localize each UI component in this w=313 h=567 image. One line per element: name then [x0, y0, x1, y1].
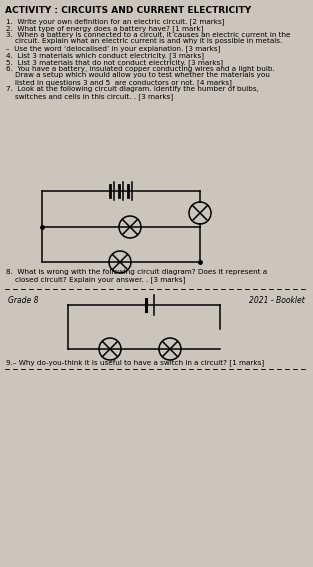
Text: 2.  What type of energy does a battery have? [1 mark]: 2. What type of energy does a battery ha…: [6, 25, 203, 32]
Text: 2021 - Booklet: 2021 - Booklet: [249, 296, 305, 305]
Text: Draw a setup which would allow you to test whether the materials you: Draw a setup which would allow you to te…: [6, 73, 270, 78]
Text: 4.  List 3 materials which conduct electricity. [3 marks]: 4. List 3 materials which conduct electr…: [6, 52, 204, 59]
Text: 5.  List 3 materials that do not conduct electricity. [3 marks]: 5. List 3 materials that do not conduct …: [6, 59, 223, 66]
Text: switches and cells in this circuit. . [3 marks]: switches and cells in this circuit. . [3…: [6, 93, 173, 100]
Text: Grade 8: Grade 8: [8, 296, 38, 305]
Text: closed circuit? Explain your answer. . [3 marks]: closed circuit? Explain your answer. . […: [6, 276, 185, 282]
Text: 3.  When a battery is connected to a circuit, it causes an electric current in t: 3. When a battery is connected to a circ…: [6, 32, 290, 37]
Text: listed in questions 3 and 5  are conductors or not. [4 marks]: listed in questions 3 and 5 are conducto…: [6, 79, 232, 86]
Text: 8.  What is wrong with the following circuit diagram? Does it represent a: 8. What is wrong with the following circ…: [6, 269, 267, 275]
Text: ACTIVITY : CIRCUITS AND CURRENT ELECTRICITY: ACTIVITY : CIRCUITS AND CURRENT ELECTRIC…: [5, 6, 251, 15]
Text: –  Use the word ‘delocalised’ in your explanation. [3 marks]: – Use the word ‘delocalised’ in your exp…: [6, 45, 220, 52]
Text: 7.  Look at the following circuit diagram. Identify the number of bulbs,: 7. Look at the following circuit diagram…: [6, 86, 259, 92]
Text: circuit. Explain what an electric current is and why it is possible in metals.: circuit. Explain what an electric curren…: [6, 39, 282, 44]
Text: 6.  You have a battery, insulated copper conducting wires and a light bulb.: 6. You have a battery, insulated copper …: [6, 66, 275, 71]
Text: 9.– Why do-you-think it is useful to have a switch in a circuit? [1 marks]: 9.– Why do-you-think it is useful to hav…: [6, 359, 264, 366]
Text: 1.  Write your own definition for an electric circuit. [2 marks]: 1. Write your own definition for an elec…: [6, 18, 224, 25]
